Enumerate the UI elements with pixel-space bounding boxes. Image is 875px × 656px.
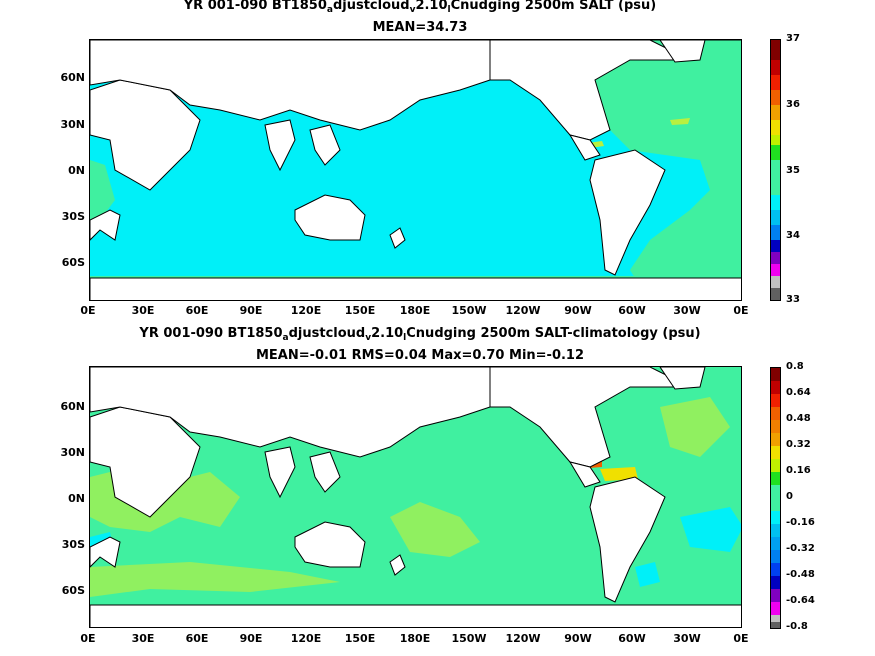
bottom-positive-atlantic [660, 397, 730, 457]
bottom-negative-sa [635, 562, 660, 587]
top-colorbar-label: 36 [786, 99, 800, 110]
top-land-indochina [309, 124, 341, 166]
top-land [90, 40, 741, 300]
top-lon-label: 0E [733, 304, 749, 317]
top-land-south-africa [90, 209, 121, 241]
bottom-map-title: YR 001-090 BT1850adjustcloudv2.10lCnudgi… [139, 326, 701, 343]
bottom-colorbar-svg [771, 368, 780, 628]
bottom-positive-patch-3 [90, 562, 340, 597]
bottom-lat-label: 30N [60, 446, 85, 459]
top-lon-label: 150E [344, 304, 376, 317]
bottom-lon-label: 90E [239, 632, 263, 645]
top-colorbar-label: 33 [786, 294, 800, 305]
top-lat-label: 60N [60, 71, 85, 84]
bottom-lon-label: 90W [564, 632, 592, 645]
top-lon-label: 60W [618, 304, 646, 317]
bottom-positive-patch-2 [390, 502, 480, 557]
top-land-greenland [659, 40, 706, 63]
bottom-lat-label: 60S [61, 584, 85, 597]
bottom-lat-label: 0N [68, 492, 85, 505]
bottom-colorbar-label: -0.48 [786, 569, 815, 580]
top-colorbar [770, 39, 781, 301]
top-colorbar-label: 34 [786, 230, 800, 241]
top-lat-label: 30S [61, 210, 85, 223]
bottom-land-eurasia [90, 367, 491, 458]
bottom-colorbar-label: 0.32 [786, 439, 811, 450]
top-land-nz [389, 227, 406, 249]
top-lon-label: 150W [451, 304, 487, 317]
bottom-land-antarctica [90, 604, 741, 627]
bottom-lon-label: 180E [399, 632, 431, 645]
top-map-title: YR 001-090 BT1850adjustcloudv2.10lCnudgi… [183, 0, 657, 15]
top-lon-label: 120E [290, 304, 322, 317]
bottom-land-greenland [659, 367, 706, 390]
bottom-colorbar-label: 0.8 [786, 361, 804, 372]
top-lon-label: 180E [399, 304, 431, 317]
bottom-colorbar-label: -0.8 [786, 621, 808, 632]
bottom-lon-label: 30W [673, 632, 701, 645]
bottom-colorbar [770, 367, 781, 629]
top-lon-label: 30E [131, 304, 155, 317]
top-land-india [264, 119, 296, 172]
top-lon-label: 0E [80, 304, 96, 317]
top-lon-label: 90E [239, 304, 263, 317]
bottom-colorbar-label: 0 [786, 491, 793, 502]
bottom-colorbar-label: 0.48 [786, 413, 811, 424]
top-land-south-america [589, 149, 666, 276]
bottom-colorbar-label: -0.64 [786, 595, 815, 606]
bottom-map-panel [89, 366, 742, 628]
bottom-negative-atlantic [680, 507, 741, 552]
bottom-colorbar-label: -0.32 [786, 543, 815, 554]
bottom-land-australia [294, 521, 366, 568]
bottom-lon-label: 150W [451, 632, 487, 645]
bottom-land [90, 367, 741, 627]
top-land-antarctica [90, 277, 741, 300]
top-land-north-america [489, 40, 741, 141]
bottom-high-gulf [600, 467, 638, 481]
bottom-lat-label: 60N [60, 400, 85, 413]
top-colorbar-label: 37 [786, 33, 800, 44]
bottom-lon-label: 120W [505, 632, 541, 645]
bottom-land-india [264, 446, 296, 499]
bottom-colorbar-label: -0.16 [786, 517, 815, 528]
bottom-lon-label: 120E [290, 632, 322, 645]
top-high-salinity-2 [670, 118, 690, 125]
top-lon-label: 90W [564, 304, 592, 317]
bottom-land-indochina [309, 451, 341, 493]
bottom-lon-label: 150E [344, 632, 376, 645]
top-lat-label: 60S [61, 256, 85, 269]
top-colorbar-label: 35 [786, 165, 800, 176]
top-land-eurasia [90, 40, 491, 131]
bottom-land-central-america [568, 461, 601, 488]
top-atlantic-region [595, 40, 741, 300]
top-land-central-america [568, 134, 601, 161]
top-map-svg [90, 40, 741, 300]
top-map-panel [89, 39, 742, 301]
bottom-lon-label: 0E [733, 632, 749, 645]
top-lon-label: 60E [185, 304, 209, 317]
bottom-colorbar-label: 0.64 [786, 387, 811, 398]
bottom-land-south-africa [90, 536, 121, 568]
bottom-colorbar-label: 0.16 [786, 465, 811, 476]
bottom-lon-label: 30E [131, 632, 155, 645]
top-lon-label: 120W [505, 304, 541, 317]
bottom-lon-label: 60W [618, 632, 646, 645]
bottom-map-svg [90, 367, 741, 627]
bottom-map-stats: MEAN=-0.01 RMS=0.04 Max=0.70 Min=-0.12 [255, 348, 585, 363]
bottom-lon-label: 60E [185, 632, 209, 645]
bottom-land-south-america [589, 476, 666, 603]
top-lat-label: 30N [60, 118, 85, 131]
top-colorbar-svg [771, 40, 780, 300]
top-lat-label: 0N [68, 164, 85, 177]
bottom-lat-label: 30S [61, 538, 85, 551]
top-lon-label: 30W [673, 304, 701, 317]
bottom-lon-label: 0E [80, 632, 96, 645]
top-map-stats: MEAN=34.73 [372, 20, 468, 35]
top-indian-west [90, 160, 115, 220]
bottom-land-nz [389, 554, 406, 576]
top-land-australia [294, 194, 366, 241]
